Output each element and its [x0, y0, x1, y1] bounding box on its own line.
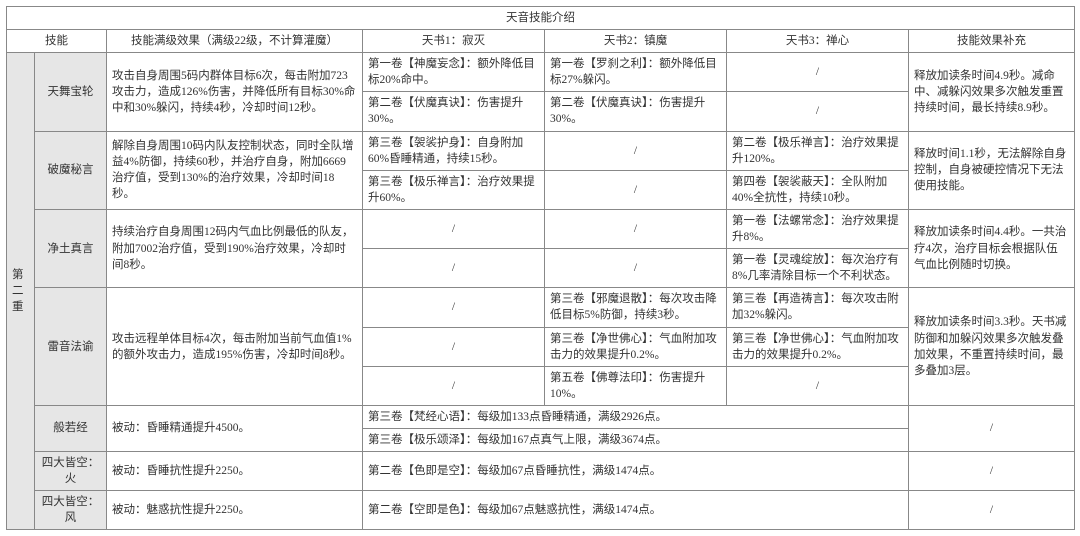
- skill-effect: 被动：魅惑抗性提升2250。: [107, 491, 363, 530]
- book2-cell: 第二卷【伏魔真诀】：伤害提升30%。: [545, 92, 727, 131]
- book1-cell: /: [363, 209, 545, 248]
- book2-cell: 第三卷【净世佛心】：气血附加攻击力的效果提升0.2%。: [545, 327, 727, 366]
- book2-cell: /: [545, 209, 727, 248]
- book3-cell: 第二卷【极乐禅言】：治疗效果提升120%。: [727, 131, 909, 170]
- supp-cell: 释放加读条时间3.3秒。天书减防御和加躲闪效果多次触发叠加效果，不重置持续时间，…: [909, 288, 1075, 406]
- skill-effect: 持续治疗自身周围12码内气血比例最低的队友，附加7002治疗值，受到190%治疗…: [107, 209, 363, 287]
- book1-cell: 第二卷【伏魔真诀】：伤害提升30%。: [363, 92, 545, 131]
- book3-cell: /: [727, 366, 909, 405]
- skills-table: 天音技能介绍 技能 技能满级效果（满级22级，不计算灌魔） 天书1：寂灭 天书2…: [6, 6, 1075, 530]
- book3-cell: /: [727, 92, 909, 131]
- book1-cell: 第一卷【神魔妄念】：额外降低目标20%命中。: [363, 53, 545, 92]
- book3-cell: 第一卷【灵魂绽放】：每次治疗有8%几率清除目标一个不利状态。: [727, 249, 909, 288]
- book1-cell: 第三卷【极乐禅言】：治疗效果提升60%。: [363, 170, 545, 209]
- col-skill: 技能: [7, 30, 107, 53]
- book2-cell: /: [545, 249, 727, 288]
- skill-name: 天舞宝轮: [35, 53, 107, 131]
- book2-cell: /: [545, 131, 727, 170]
- book2-cell: /: [545, 170, 727, 209]
- books-cell: 第二卷【色即是空】：每级加67点昏睡抗性，满级1474点。: [363, 452, 909, 491]
- col-effect: 技能满级效果（满级22级，不计算灌魔）: [107, 30, 363, 53]
- supp-cell: /: [909, 452, 1075, 491]
- skill-name: 雷音法谕: [35, 288, 107, 406]
- skill-effect: 被动：昏睡抗性提升2250。: [107, 452, 363, 491]
- book1-cell: /: [363, 327, 545, 366]
- skill-effect: 被动：昏睡精通提升4500。: [107, 405, 363, 451]
- books-cell: 第二卷【空即是色】：每级加67点魅惑抗性，满级1474点。: [363, 491, 909, 530]
- skill-name: 般若经: [35, 405, 107, 451]
- supp-cell: /: [909, 491, 1075, 530]
- book1-cell: /: [363, 366, 545, 405]
- book2-cell: 第五卷【佛尊法印】：伤害提升10%。: [545, 366, 727, 405]
- col-book1: 天书1：寂灭: [363, 30, 545, 53]
- col-supplement: 技能效果补充: [909, 30, 1075, 53]
- supp-cell: 释放时间1.1秒，无法解除自身控制，自身被硬控情况下无法使用技能。: [909, 131, 1075, 209]
- book3-cell: /: [727, 53, 909, 92]
- book3-cell: 第三卷【净世佛心】：气血附加攻击力的效果提升0.2%。: [727, 327, 909, 366]
- skill-name: 破魔秘言: [35, 131, 107, 209]
- book1-cell: /: [363, 249, 545, 288]
- book3-cell: 第一卷【法螺常念】：治疗效果提升8%。: [727, 209, 909, 248]
- book2-cell: 第一卷【罗刹之利】：额外降低目标27%躲闪。: [545, 53, 727, 92]
- col-book2: 天书2：镇魔: [545, 30, 727, 53]
- book1-cell: 第三卷【袈裟护身】：自身附加60%昏睡精通，持续15秒。: [363, 131, 545, 170]
- skill-effect: 解除自身周围10码内队友控制状态，同时全队增益4%防御，持续60秒，并治疗自身，…: [107, 131, 363, 209]
- col-book3: 天书3：禅心: [727, 30, 909, 53]
- tier-label: 第二重: [7, 53, 35, 530]
- table-title: 天音技能介绍: [7, 7, 1075, 30]
- book3-cell: 第三卷【再造祷言】：每次攻击附加32%躲闪。: [727, 288, 909, 327]
- skill-effect: 攻击自身周围5码内群体目标6次，每击附加723攻击力，造成126%伤害，并降低所…: [107, 53, 363, 131]
- book1-cell: /: [363, 288, 545, 327]
- skill-effect: 攻击远程单体目标4次，每击附加当前气血值1%的额外攻击力，造成195%伤害，冷却…: [107, 288, 363, 406]
- supp-cell: 释放加读条时间4.4秒。一共治疗4次，治疗目标会根据队伍气血比例随时切换。: [909, 209, 1075, 287]
- book2-cell: 第三卷【邪魔退散】：每次攻击降低目标5%防御，持续3秒。: [545, 288, 727, 327]
- books-cell: 第三卷【梵经心语】：每级加133点昏睡精通，满级2926点。: [363, 405, 909, 428]
- supp-cell: /: [909, 405, 1075, 451]
- skill-name: 四大皆空：风: [35, 491, 107, 530]
- skill-name: 净土真言: [35, 209, 107, 287]
- supp-cell: 释放加读条时间4.9秒。减命中、减躲闪效果多次触发重置持续时间，最长持续8.9秒…: [909, 53, 1075, 131]
- book3-cell: 第四卷【袈裟蔽天】：全队附加40%全抗性，持续10秒。: [727, 170, 909, 209]
- skill-name: 四大皆空：火: [35, 452, 107, 491]
- books-cell: 第三卷【极乐颂泽】：每级加167点真气上限，满级3674点。: [363, 428, 909, 451]
